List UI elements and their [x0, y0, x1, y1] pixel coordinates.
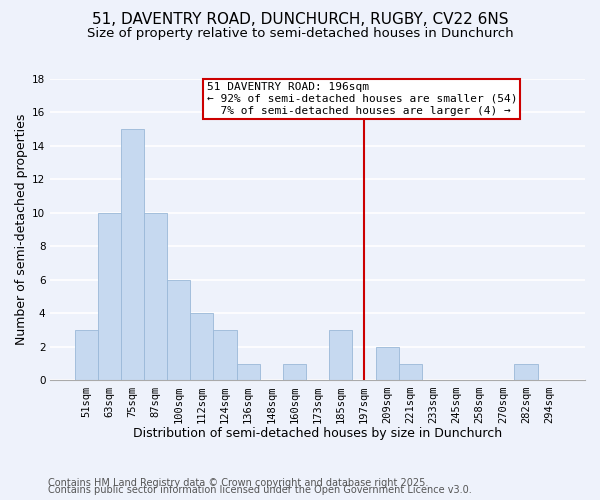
Text: Contains HM Land Registry data © Crown copyright and database right 2025.: Contains HM Land Registry data © Crown c…	[48, 478, 428, 488]
X-axis label: Distribution of semi-detached houses by size in Dunchurch: Distribution of semi-detached houses by …	[133, 427, 502, 440]
Bar	[74, 330, 98, 380]
Bar	[190, 314, 214, 380]
Bar	[329, 330, 352, 380]
Bar	[98, 213, 121, 380]
Text: Size of property relative to semi-detached houses in Dunchurch: Size of property relative to semi-detach…	[86, 28, 514, 40]
Text: 51, DAVENTRY ROAD, DUNCHURCH, RUGBY, CV22 6NS: 51, DAVENTRY ROAD, DUNCHURCH, RUGBY, CV2…	[92, 12, 508, 28]
Text: 51 DAVENTRY ROAD: 196sqm
← 92% of semi-detached houses are smaller (54)
  7% of : 51 DAVENTRY ROAD: 196sqm ← 92% of semi-d…	[206, 82, 517, 116]
Bar	[283, 364, 306, 380]
Bar	[398, 364, 422, 380]
Bar	[144, 213, 167, 380]
Bar	[214, 330, 236, 380]
Bar	[167, 280, 190, 380]
Bar	[121, 129, 144, 380]
Y-axis label: Number of semi-detached properties: Number of semi-detached properties	[15, 114, 28, 346]
Bar	[236, 364, 260, 380]
Bar	[514, 364, 538, 380]
Bar	[376, 347, 398, 380]
Text: Contains public sector information licensed under the Open Government Licence v3: Contains public sector information licen…	[48, 485, 472, 495]
